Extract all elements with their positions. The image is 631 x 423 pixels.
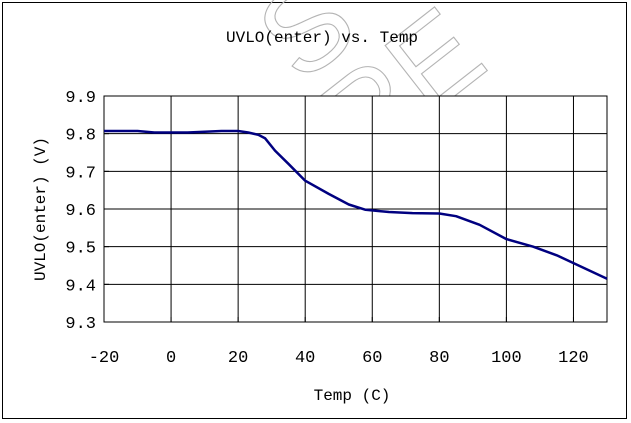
x-tick-label: 100 — [491, 349, 522, 368]
gridlines — [104, 96, 607, 322]
x-tick-label: 80 — [429, 349, 449, 368]
x-tick-label: 0 — [166, 349, 176, 368]
x-axis-label: Temp (C) — [314, 387, 391, 405]
axis-ticks — [103, 95, 574, 323]
y-tick-label: 9.5 — [65, 240, 96, 259]
x-tick-label: 20 — [228, 349, 248, 368]
y-tick-label: 9.6 — [65, 202, 96, 221]
chart-title: UVLO(enter) vs. Temp — [226, 29, 418, 47]
x-tick-label: 120 — [558, 349, 589, 368]
series-line — [104, 129, 608, 280]
y-tick-label: 9.3 — [65, 315, 96, 334]
x-axis-tick-labels: -20 0 20 40 60 80 100 120 — [89, 349, 589, 368]
x-tick-label: 60 — [362, 349, 382, 368]
y-tick-label: 9.4 — [65, 277, 96, 296]
y-tick-label: 9.9 — [65, 89, 96, 108]
y-axis-tick-labels: 9.3 9.4 9.5 9.6 9.7 9.8 9.9 — [65, 89, 96, 334]
y-tick-label: 9.8 — [65, 127, 96, 146]
x-tick-label: 40 — [295, 349, 315, 368]
y-axis-label: UVLO(enter) (V) — [32, 137, 50, 281]
y-tick-label: 9.7 — [65, 164, 96, 183]
x-tick-label: -20 — [89, 349, 120, 368]
